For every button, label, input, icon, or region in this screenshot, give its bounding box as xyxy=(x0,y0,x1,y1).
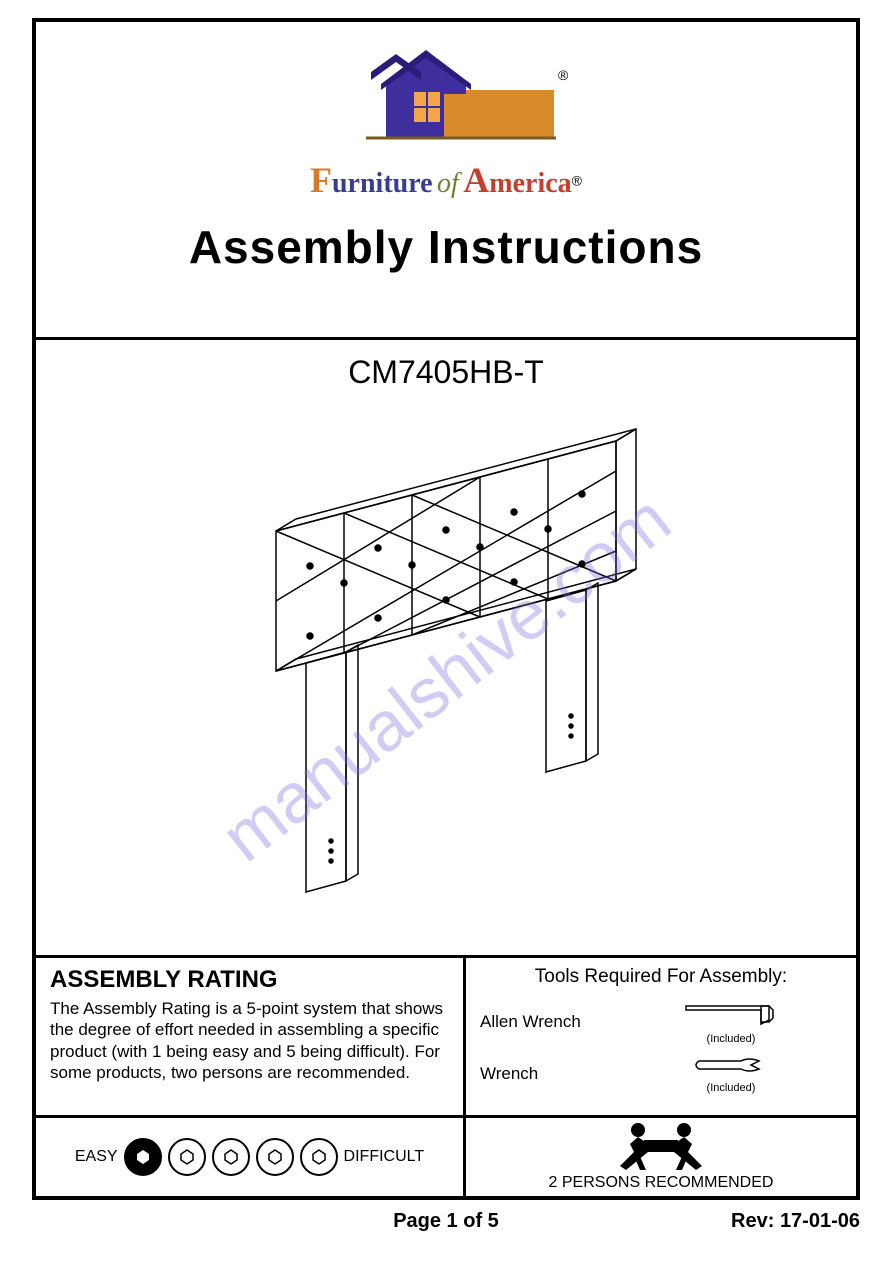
page-frame: ® Furniture of America® Assembly Instruc… xyxy=(32,18,860,1200)
rating-dot-4 xyxy=(256,1138,294,1176)
tool-name-wrench: Wrench xyxy=(480,1064,620,1084)
tools-title: Tools Required For Assembly: xyxy=(480,966,842,988)
product-section: CM7405HB-T manualshive.com xyxy=(36,340,856,958)
product-code: CM7405HB-T xyxy=(36,340,856,391)
header-section: ® Furniture of America® Assembly Instruc… xyxy=(36,22,856,340)
brand-registered: ® xyxy=(572,173,582,189)
page-footer: Page 1 of 5 Rev: 17-01-06 xyxy=(32,1210,860,1233)
brand-word1-rest: urniture xyxy=(332,168,433,199)
brand-text-line: Furniture of America® xyxy=(266,159,626,201)
page-number: Page 1 of 5 xyxy=(393,1210,499,1233)
bottom-grid: ASSEMBLY RATING The Assembly Rating is a… xyxy=(36,958,856,1196)
tool-row-wrench: Wrench (Included) xyxy=(480,1053,842,1094)
rating-box: ASSEMBLY RATING The Assembly Rating is a… xyxy=(36,958,466,1118)
rating-scale: EASY DIFFICULT xyxy=(36,1118,466,1196)
easy-label: EASY xyxy=(75,1148,118,1166)
tool-name-allen: Allen Wrench xyxy=(480,1012,620,1032)
difficult-label: DIFFICULT xyxy=(344,1148,425,1166)
persons-box: 2 PERSONS RECOMMENDED xyxy=(466,1118,856,1196)
revision-label: Rev: 17-01-06 xyxy=(731,1210,860,1233)
rating-dot-1 xyxy=(124,1138,162,1176)
tools-box: Tools Required For Assembly: Allen Wrenc… xyxy=(466,958,856,1118)
brand-word2-rest: merica xyxy=(489,168,571,199)
tool-included-1: (Included) xyxy=(620,1082,842,1094)
rating-dot-5 xyxy=(300,1138,338,1176)
tool-included-0: (Included) xyxy=(620,1033,842,1045)
rating-description: The Assembly Rating is a 5-point system … xyxy=(50,998,449,1083)
rating-dot-3 xyxy=(212,1138,250,1176)
persons-label: 2 PERSONS RECOMMENDED xyxy=(549,1174,774,1192)
svg-text:®: ® xyxy=(558,67,569,83)
two-persons-icon xyxy=(606,1122,716,1172)
page-title: Assembly Instructions xyxy=(189,220,703,274)
rating-dot-2 xyxy=(168,1138,206,1176)
brand-logo: ® Furniture of America® xyxy=(266,32,626,192)
headboard-diagram xyxy=(186,411,706,911)
rating-title: ASSEMBLY RATING xyxy=(50,966,449,994)
allen-wrench-icon: (Included) xyxy=(620,998,842,1045)
tool-row-allen: Allen Wrench (Included) xyxy=(480,998,842,1045)
wrench-icon: (Included) xyxy=(620,1053,842,1094)
brand-a: A xyxy=(463,160,489,200)
brand-of: of xyxy=(437,168,459,199)
brand-f: F xyxy=(310,160,332,200)
